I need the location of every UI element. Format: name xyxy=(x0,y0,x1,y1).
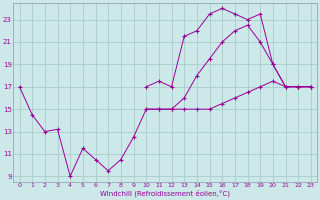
X-axis label: Windchill (Refroidissement éolien,°C): Windchill (Refroidissement éolien,°C) xyxy=(100,190,230,197)
